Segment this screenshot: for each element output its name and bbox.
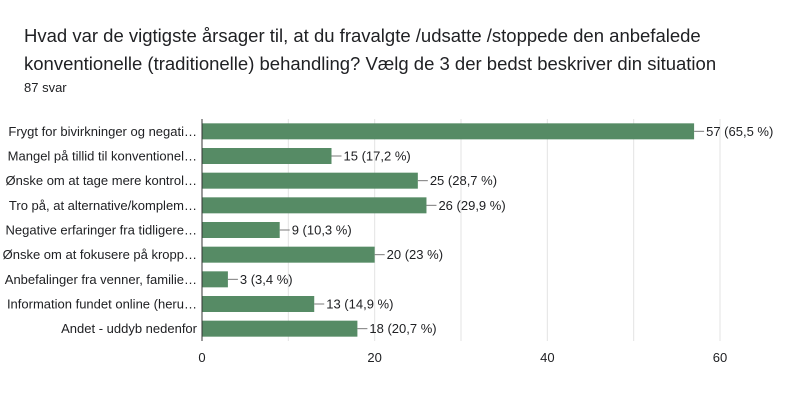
data-label: 9 (10,3 %) <box>292 223 352 238</box>
data-label: 57 (65,5 %) <box>706 124 773 139</box>
data-label: 3 (3,4 %) <box>240 272 293 287</box>
data-label: 26 (29,9 %) <box>438 198 505 213</box>
x-tick-label: 20 <box>367 350 381 365</box>
x-tick-label: 60 <box>713 350 727 365</box>
x-tick-label: 0 <box>198 350 205 365</box>
category-label: Andet - uddyb nedenfor <box>61 321 198 336</box>
category-label: Frygt for bivirkninger og negati… <box>8 124 197 139</box>
category-label: Anbefalinger fra venner, familie… <box>5 272 197 287</box>
bar-layer <box>202 123 695 337</box>
data-label: 18 (20,7 %) <box>369 321 436 336</box>
bar <box>202 296 315 312</box>
bar <box>202 123 695 140</box>
bar <box>202 148 332 164</box>
response-count: 87 svar <box>24 80 67 95</box>
data-label: 20 (23 %) <box>387 247 443 262</box>
bar <box>202 320 358 337</box>
bar <box>202 172 418 189</box>
bar <box>202 222 280 238</box>
category-label: Information fundet online (heru… <box>7 297 197 312</box>
category-label: Negative erfaringer fra tidligere… <box>6 223 197 238</box>
bar <box>202 246 375 263</box>
axis-layer: 0 20 40 60 <box>198 119 727 365</box>
bar <box>202 271 228 288</box>
category-label: Ønske om at tage mere kontrol… <box>6 173 197 188</box>
category-label: Tro på, at alternative/komplem… <box>9 198 197 213</box>
x-tick-label: 40 <box>540 350 554 365</box>
data-label: 13 (14,9 %) <box>326 297 393 312</box>
page-title: Hvad var de vigtigste årsager til, at du… <box>24 25 717 74</box>
bar <box>202 197 427 214</box>
category-label: Ønske om at fokusere på kropp… <box>3 247 197 262</box>
data-label: 25 (28,7 %) <box>430 173 497 188</box>
label-layer: Frygt for bivirkninger og negati… 57 (65,… <box>3 124 774 336</box>
category-label: Mangel på tillid til konventionel… <box>8 149 197 164</box>
data-label: 15 (17,2 %) <box>344 149 411 164</box>
